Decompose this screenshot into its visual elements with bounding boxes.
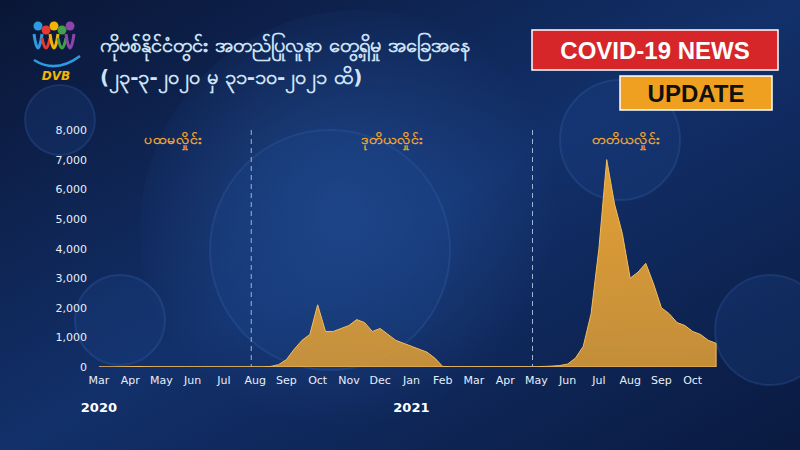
x-tick-label: Sep (276, 374, 297, 387)
x-tick-label: Nov (338, 374, 360, 387)
y-tick-label: 0 (80, 361, 87, 374)
x-tick-label: Dec (370, 374, 391, 387)
background (0, 0, 800, 450)
x-tick-label: Jul (591, 374, 605, 387)
badge-text: COVID-19 NEWS (560, 37, 749, 64)
year-label: 2020 (81, 400, 117, 415)
logo-figure-head (42, 26, 51, 35)
x-tick-label: Aug (244, 374, 265, 387)
logo-figure-body (42, 38, 50, 48)
subtitle: (၂၃-၃-၂၀၂၀ မှ ၃၁-၁၀-၂၀၂၁ ထိ) (100, 65, 362, 94)
phase-label: ပထမလှိုင်း (144, 131, 202, 151)
x-tick-label: Feb (433, 374, 452, 387)
phase-label: ဒုတိယလှိုင်း (361, 131, 423, 151)
x-tick-label: Aug (619, 374, 640, 387)
logo-figure-body (66, 34, 74, 48)
phase-label: တတိယလှိုင်း (592, 131, 660, 151)
logo-figure-head (58, 26, 67, 35)
virus-decoration (75, 275, 165, 365)
logo-figure-head (34, 22, 43, 31)
x-tick-label: May (525, 374, 548, 387)
x-tick-label: Jul (216, 374, 230, 387)
y-tick-label: 3,000 (56, 272, 88, 285)
logo-figure-head (66, 22, 75, 31)
virus-decoration (715, 275, 800, 385)
logo-figure-head (50, 22, 59, 31)
logo-figure-body (34, 34, 42, 48)
x-tick-label: May (150, 374, 173, 387)
title: ကိုဗစ်နိုင်ငံတွင်း အတည်ပြုလူနာ တွေ့ရှိမှ… (100, 32, 470, 62)
x-tick-label: Oct (683, 374, 703, 387)
logo: DVB (34, 22, 81, 84)
y-tick-label: 6,000 (56, 183, 88, 196)
y-tick-label: 2,000 (56, 302, 88, 315)
logo-figure-body (50, 34, 58, 48)
y-tick-label: 8,000 (56, 124, 88, 137)
plot-area (99, 160, 716, 367)
x-tick-label: Mar (464, 374, 485, 387)
x-tick-label: Sep (651, 374, 672, 387)
y-tick-label: 4,000 (56, 243, 88, 256)
virus-decoration (25, 85, 95, 155)
y-tick-label: 7,000 (56, 154, 88, 167)
logo-swoosh (34, 56, 80, 66)
x-tick-label: Oct (308, 374, 328, 387)
x-tick-label: Jun (558, 374, 576, 387)
x-tick-label: Apr (121, 374, 141, 387)
phase-divider (251, 130, 252, 367)
y-tick-label: 5,000 (56, 213, 88, 226)
y-tick-label: 1,000 (56, 331, 88, 344)
area (99, 160, 716, 367)
phase-divider (532, 130, 533, 367)
year-label: 2021 (393, 400, 429, 415)
x-tick-label: Jun (183, 374, 201, 387)
x-tick-label: Mar (89, 374, 110, 387)
x-tick-label: Jan (402, 374, 420, 387)
badge2-text: UPDATE (648, 80, 745, 107)
logo-figure-body (58, 38, 66, 48)
logo-text: DVB (42, 69, 70, 83)
x-tick-label: Apr (496, 374, 516, 387)
chart-root: DVB COVID-19 NEWS UPDATE ကိုဗစ်နိုင်ငံတွင်း… (0, 0, 800, 450)
badge-box (532, 30, 778, 70)
badge2-box (620, 76, 772, 110)
